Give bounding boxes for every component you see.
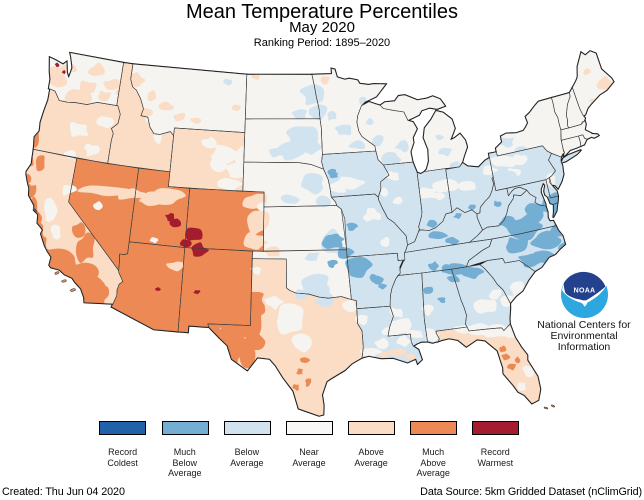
svg-text:NOAA: NOAA	[574, 288, 596, 295]
